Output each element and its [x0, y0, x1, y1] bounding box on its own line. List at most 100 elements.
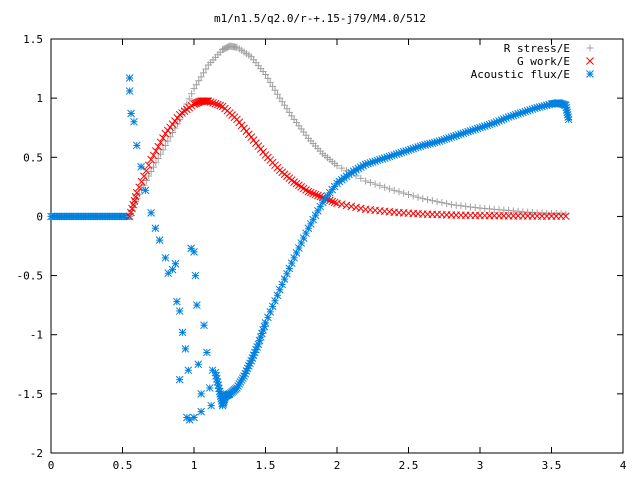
data-point	[304, 224, 313, 233]
data-point	[203, 348, 211, 357]
data-point	[299, 234, 308, 242]
data-point	[430, 138, 439, 147]
data-point	[290, 253, 298, 262]
data-point	[214, 381, 223, 390]
data-point	[172, 297, 181, 306]
data-point	[330, 182, 339, 191]
data-point	[385, 152, 394, 161]
data-point	[399, 147, 408, 156]
data-point	[292, 249, 301, 257]
data-point	[316, 202, 325, 211]
data-point	[538, 102, 546, 111]
data-point	[407, 145, 415, 154]
data-point	[311, 190, 320, 199]
data-point	[127, 109, 135, 118]
data-point	[297, 239, 306, 247]
data-point	[424, 196, 432, 204]
data-point	[175, 307, 184, 315]
data-point	[368, 158, 377, 166]
data-point	[338, 164, 346, 172]
data-point	[347, 168, 356, 177]
data-point	[202, 65, 210, 73]
data-point	[397, 148, 406, 157]
data-point	[154, 142, 163, 151]
data-point	[237, 376, 246, 384]
data-point	[504, 113, 513, 121]
data-point	[295, 181, 303, 190]
x-tick-label: 3	[477, 459, 484, 472]
data-point	[125, 74, 134, 82]
data-point	[285, 108, 293, 116]
data-point	[404, 146, 413, 155]
data-point	[447, 201, 455, 209]
data-point	[261, 319, 270, 327]
data-point	[564, 115, 573, 124]
data-point	[490, 119, 499, 127]
data-point	[271, 296, 279, 305]
data-point	[192, 81, 200, 89]
data-point	[328, 197, 337, 206]
data-point	[253, 343, 262, 351]
data-point	[328, 185, 337, 194]
data-point	[352, 203, 360, 212]
data-point	[252, 345, 260, 354]
data-point	[159, 134, 167, 142]
data-point	[242, 367, 251, 375]
data-point	[306, 220, 315, 228]
data-point	[256, 333, 265, 341]
data-point	[462, 202, 470, 210]
data-point	[357, 174, 365, 182]
y-tick-label: -0.5	[17, 270, 44, 283]
data-point	[376, 182, 384, 190]
data-point	[241, 369, 250, 378]
data-point	[362, 177, 370, 185]
data-point	[288, 112, 296, 120]
data-point	[376, 155, 384, 164]
data-point	[302, 229, 310, 238]
data-marks	[47, 42, 573, 424]
data-point	[142, 166, 151, 175]
data-point	[359, 161, 368, 170]
data-point	[161, 253, 170, 262]
data-point	[452, 131, 461, 140]
data-point	[147, 167, 155, 175]
data-point	[287, 259, 296, 268]
data-point	[366, 158, 375, 167]
data-point	[438, 199, 446, 207]
data-point	[205, 384, 214, 392]
data-point	[147, 209, 155, 217]
data-point	[211, 368, 220, 377]
data-point	[492, 118, 501, 126]
data-point	[247, 356, 256, 365]
data-point	[371, 180, 379, 188]
data-point	[461, 128, 470, 137]
data-point	[466, 203, 474, 211]
data-point	[212, 371, 221, 380]
data-point	[419, 195, 427, 203]
data-point	[132, 188, 141, 197]
data-point	[135, 190, 143, 198]
data-point	[215, 384, 223, 393]
data-point	[204, 97, 213, 105]
data-point	[258, 329, 266, 338]
y-tick-label: 0	[36, 210, 43, 223]
data-point	[152, 147, 160, 155]
data-point	[395, 188, 403, 196]
data-point	[154, 154, 162, 162]
data-point	[236, 378, 245, 386]
data-point	[405, 191, 412, 199]
data-point	[528, 105, 537, 114]
data-point	[380, 154, 389, 162]
data-point	[292, 179, 301, 188]
data-point	[473, 124, 482, 133]
legend-label: G work/E	[517, 55, 570, 68]
data-point	[194, 360, 203, 369]
data-point	[309, 215, 318, 224]
data-point	[193, 301, 201, 309]
data-point	[200, 321, 208, 330]
data-point	[507, 112, 515, 121]
data-point	[190, 85, 198, 93]
data-point	[364, 159, 372, 168]
data-point	[416, 142, 425, 151]
data-point	[342, 201, 351, 210]
